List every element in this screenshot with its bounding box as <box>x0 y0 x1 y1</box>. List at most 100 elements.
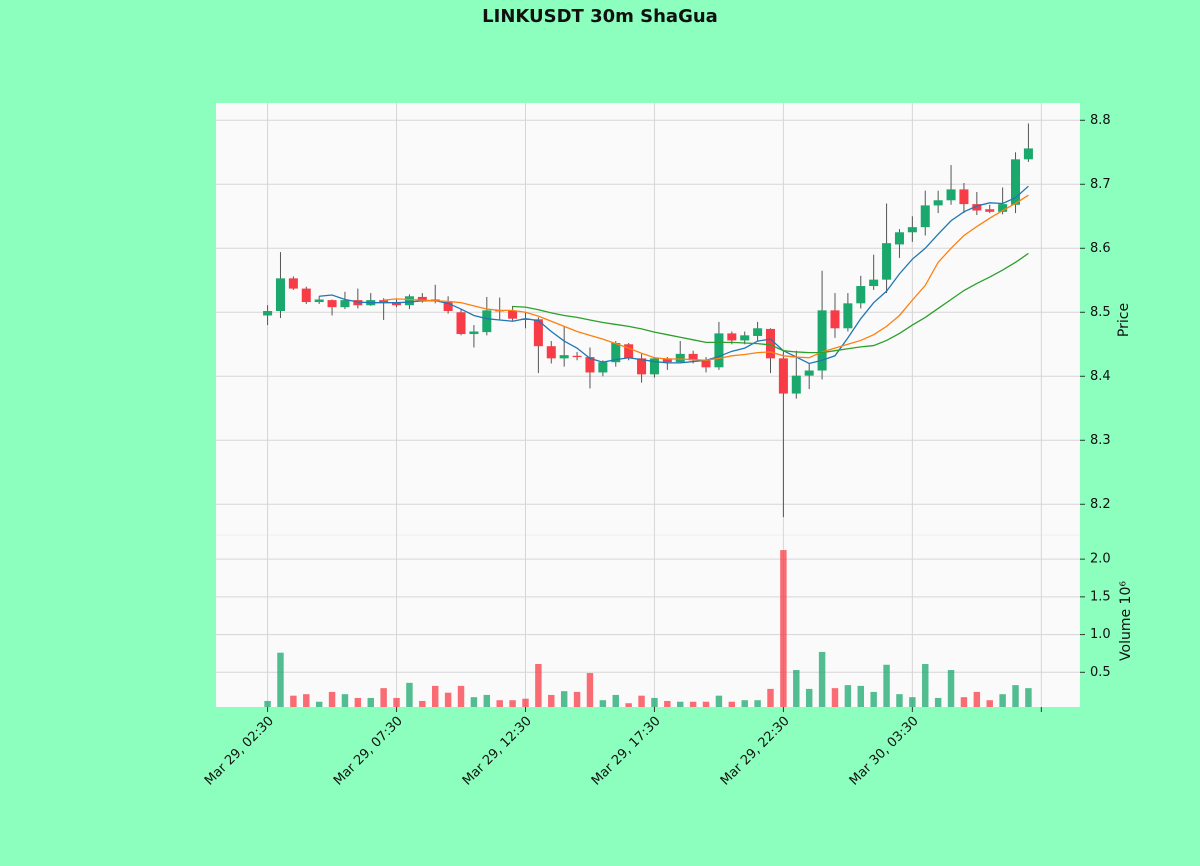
volume-bar <box>1012 685 1019 707</box>
y2-tick-label: 2.0 <box>1090 552 1111 567</box>
volume-bar <box>638 695 645 707</box>
volume-bar <box>367 697 374 707</box>
volume-bar <box>857 685 864 707</box>
candle-body <box>675 353 685 363</box>
candle-body <box>340 300 350 308</box>
volume-bar <box>509 700 516 707</box>
volume-bar <box>831 688 839 707</box>
volume-bar <box>496 700 503 707</box>
candle-body <box>456 312 466 335</box>
volume-bar <box>303 694 310 707</box>
volume-bar <box>444 692 452 707</box>
volume-bar <box>315 701 323 707</box>
volume-bar <box>625 703 632 707</box>
y-tick-label: 8.2 <box>1090 497 1111 512</box>
volume-bar <box>328 691 336 707</box>
volume-bar <box>1025 688 1032 707</box>
volume-bar <box>264 700 271 707</box>
candle-body <box>624 344 634 359</box>
volume-bar <box>741 700 748 707</box>
volume-bar <box>844 685 852 707</box>
volume-bar <box>612 694 619 707</box>
x-tick-label: Mar 29, 22:30 <box>718 714 793 789</box>
volume-bar <box>689 701 697 707</box>
candle-body <box>379 300 389 303</box>
candle-body <box>907 227 917 233</box>
candle-body <box>637 358 647 375</box>
y-tick-label: 8.7 <box>1090 177 1111 192</box>
candle-body <box>572 355 582 358</box>
volume-bar <box>986 700 993 707</box>
volume-bar <box>896 694 903 707</box>
candle-body <box>546 346 556 359</box>
candle-body <box>946 189 956 201</box>
volume-bar <box>470 697 478 707</box>
candle-body <box>469 331 479 335</box>
y2-tick-label: 1.0 <box>1090 627 1111 642</box>
candle-body <box>817 310 827 371</box>
volume-bar <box>922 664 929 707</box>
candle-body <box>959 189 969 205</box>
candle-body <box>688 353 698 361</box>
candle-body <box>882 243 892 280</box>
candle-body <box>765 328 776 359</box>
volume-bar <box>573 691 581 707</box>
volume-bar <box>728 701 736 707</box>
volume-bar <box>793 670 800 707</box>
volume-bar <box>522 698 529 707</box>
volume-bar <box>677 701 684 707</box>
candle-body <box>301 288 311 303</box>
candle-body <box>843 303 853 329</box>
volume-bar <box>419 700 426 707</box>
volume-bar <box>560 691 568 707</box>
moving-average-line <box>383 194 1029 361</box>
x-tick-label: Mar 30, 03:30 <box>847 714 922 789</box>
candle-body <box>533 319 543 347</box>
candle-body <box>288 278 298 289</box>
volume-bar <box>354 697 362 707</box>
x-tick-label: Mar 29, 07:30 <box>331 714 406 789</box>
candle-body <box>417 296 427 302</box>
volume-bar <box>483 694 491 707</box>
candle-body <box>482 310 492 333</box>
candle-body <box>649 358 659 375</box>
volume-bar <box>999 694 1006 707</box>
candle-body <box>611 343 621 363</box>
volume-bar <box>973 691 981 707</box>
y2-axis-label: Volume 10⁶ <box>1118 581 1134 661</box>
volume-bar <box>586 673 594 707</box>
candle-body <box>894 232 904 245</box>
volume-bar <box>934 697 942 707</box>
candle-body <box>314 299 324 303</box>
volume-bar <box>548 694 555 707</box>
candle-body <box>830 310 840 329</box>
candle-body <box>585 357 595 373</box>
y2-tick-label: 0.5 <box>1090 665 1111 680</box>
candle-body <box>740 335 750 341</box>
candle-body <box>714 333 724 368</box>
y-axis-label: Price <box>1116 303 1132 337</box>
volume-bar <box>406 682 413 707</box>
candle-body <box>869 279 879 287</box>
volume-bar <box>767 688 774 707</box>
candle-body <box>404 296 414 306</box>
volume-bar <box>432 685 439 707</box>
chart-title: LINKUSDT 30m ShaGua <box>482 6 718 27</box>
volume-bar <box>702 701 710 707</box>
volume-bar <box>599 700 607 707</box>
candle-body <box>263 311 273 316</box>
moving-average-line <box>512 252 1029 354</box>
volume-bar <box>277 652 284 707</box>
candle-body <box>443 302 453 311</box>
candle-body <box>275 278 285 311</box>
candle-body <box>559 355 569 359</box>
volume-bar <box>715 695 723 707</box>
volume-bar <box>341 694 349 707</box>
candle-body <box>598 362 608 373</box>
y-tick-label: 8.5 <box>1090 305 1111 320</box>
y-tick-label: 8.8 <box>1090 113 1111 128</box>
candle-body <box>1023 148 1033 160</box>
volume-bar <box>664 700 671 707</box>
volume-bar <box>754 700 761 707</box>
